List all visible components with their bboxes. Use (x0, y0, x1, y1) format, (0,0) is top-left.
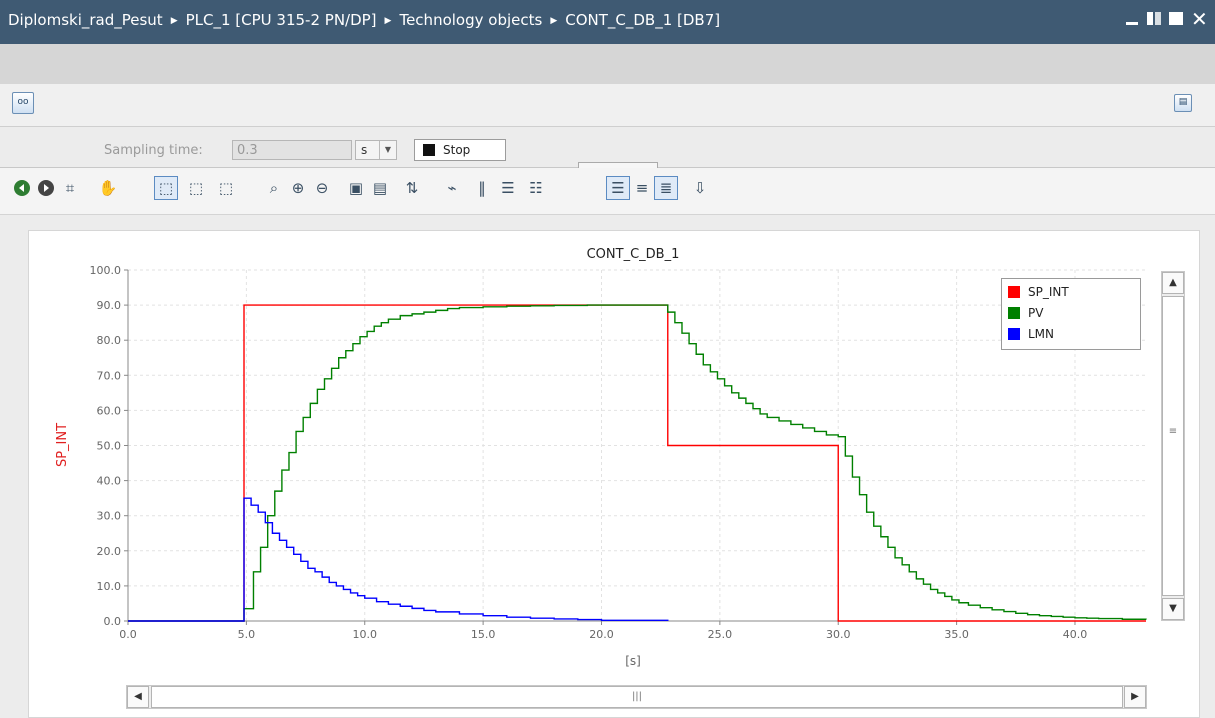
x-axis-label: [s] (625, 654, 641, 668)
chevron-down-icon: ▼ (379, 141, 396, 159)
chart-legend: SP_INT PV LMN (1001, 278, 1141, 350)
legend-list-icon[interactable]: ☰ (606, 176, 630, 200)
stop-square-icon (423, 144, 435, 156)
x-tick-label: 10.0 (352, 628, 377, 641)
chart-series (128, 304, 1147, 622)
export-icon[interactable]: ⇩ (693, 179, 707, 197)
chart-title: CONT_C_DB_1 (587, 247, 680, 262)
header-strip (0, 44, 1215, 85)
chevron-right-icon: ▶ (384, 16, 392, 26)
scroll-right-icon[interactable]: ▶ (1124, 686, 1146, 708)
y-tick-label: 90.0 (97, 299, 122, 312)
legend-label: PV (1028, 306, 1044, 320)
title-bar: Diplomski_rad_Pesut ▶ PLC_1 [CPU 315-2 PN/… (0, 0, 1215, 44)
zoom-y-icon[interactable]: ⬚ (218, 179, 234, 197)
vertical-scrollbar[interactable]: ▲ ≡ ▼ (1161, 271, 1185, 621)
window-controls: ✕ (1125, 7, 1208, 31)
y-tick-label: 60.0 (97, 404, 122, 417)
scroll-thumb-horizontal[interactable]: ||| (151, 686, 1123, 708)
glasses-monitor-icon[interactable]: oo (12, 92, 34, 114)
legend-swatch (1008, 328, 1020, 340)
breadcrumb-technology-objects[interactable]: Technology objects (399, 11, 543, 29)
y-tick-label: 70.0 (97, 369, 122, 382)
scale-icon[interactable]: ⇅ (405, 179, 419, 197)
signal-icon[interactable]: ⌁ (447, 179, 457, 197)
pan-icon[interactable]: ✋ (98, 179, 118, 197)
fit-icon[interactable]: ▣ (348, 179, 364, 197)
y-tick-label: 100.0 (90, 264, 122, 277)
tile-icon[interactable] (1147, 9, 1161, 29)
legend-label: LMN (1028, 327, 1055, 341)
cursor-h2-icon[interactable]: ☷ (529, 179, 543, 197)
scroll-thumb-vertical[interactable]: ≡ (1162, 296, 1184, 596)
zoom-100-icon[interactable]: ⌕ (269, 179, 279, 197)
legend-label: SP_INT (1028, 285, 1069, 299)
x-tick-label: 15.0 (471, 628, 496, 641)
breadcrumb-plc[interactable]: PLC_1 [CPU 315-2 PN/DP] (185, 11, 377, 29)
top-toolbar: oo ▤ (0, 84, 1215, 127)
legend-item[interactable]: SP_INT (1008, 284, 1069, 300)
fit-all-icon[interactable]: ▤ (372, 179, 388, 197)
sampling-unit-value: s (361, 143, 368, 157)
y-tick-label: 40.0 (97, 475, 122, 488)
series-line-sp-int (128, 304, 1146, 622)
cursor-h-icon[interactable]: ☰ (501, 179, 515, 197)
chevron-right-icon: ▶ (550, 16, 558, 26)
zoom-in-icon[interactable]: ⊕ (291, 179, 305, 197)
legend-left-icon[interactable]: ≡ (635, 179, 649, 197)
legend-swatch (1008, 307, 1020, 319)
x-tick-label: 5.0 (238, 628, 256, 641)
legend-right-icon[interactable]: ≣ (654, 176, 678, 200)
chart-axes: 0.0 10.0 20.0 30.0 40.0 50.0 60.0 70.0 80.0 90.0 1… (90, 264, 1146, 641)
breadcrumb-project[interactable]: Diplomski_rad_Pesut (8, 11, 163, 29)
y-tick-label: 10.0 (97, 580, 122, 593)
zoom-out-icon[interactable]: ⊖ (315, 179, 329, 197)
scroll-down-icon[interactable]: ▼ (1162, 598, 1184, 620)
horizontal-scrollbar[interactable]: ◀ ||| ▶ (126, 685, 1147, 709)
x-tick-label: 25.0 (708, 628, 733, 641)
chevron-right-icon: ▶ (170, 16, 178, 26)
legend-swatch (1008, 286, 1020, 298)
scroll-up-icon[interactable]: ▲ (1162, 272, 1184, 294)
y-tick-label: 30.0 (97, 510, 122, 523)
back-icon[interactable] (10, 176, 34, 200)
x-tick-label: 40.0 (1063, 628, 1088, 641)
sampling-time-label: Sampling time: (104, 143, 203, 158)
x-tick-label: 35.0 (944, 628, 969, 641)
series-line-lmn (128, 497, 669, 622)
cursor-v-icon[interactable]: ‖ (478, 179, 486, 197)
y-tick-label: 20.0 (97, 545, 122, 558)
zoom-box-icon[interactable]: ⬚ (154, 176, 178, 200)
scroll-left-icon[interactable]: ◀ (127, 686, 149, 708)
series-line-pv (128, 304, 1147, 622)
legend-item[interactable]: PV (1008, 305, 1043, 321)
breadcrumb: Diplomski_rad_Pesut ▶ PLC_1 [CPU 315-2 PN/… (8, 11, 720, 29)
splitter-handle[interactable] (578, 162, 658, 168)
x-tick-label: 30.0 (826, 628, 851, 641)
chart-grid (127, 269, 1146, 622)
snapshot-icon[interactable]: ⌗ (65, 179, 75, 197)
y-tick-label: 80.0 (97, 334, 122, 347)
y-tick-label: 0.0 (104, 615, 122, 628)
x-tick-label: 0.0 (119, 628, 137, 641)
sampling-row: Sampling time: 0.3 s ▼ Stop (0, 127, 1215, 168)
y-tick-label: 50.0 (97, 440, 122, 453)
legend-item[interactable]: LMN (1008, 326, 1054, 342)
stop-button-label: Stop (443, 143, 471, 157)
sampling-time-field[interactable]: 0.3 (232, 140, 352, 160)
y-axis-label: SP_INT (55, 423, 70, 467)
minimize-icon[interactable] (1125, 9, 1139, 29)
close-icon[interactable]: ✕ (1191, 7, 1208, 31)
stop-button[interactable]: Stop (414, 139, 506, 161)
breadcrumb-db[interactable]: CONT_C_DB_1 [DB7] (565, 11, 721, 29)
maximize-icon[interactable] (1169, 9, 1183, 29)
sampling-unit-select[interactable]: s ▼ (355, 140, 397, 160)
trend-toolbar: ⌗ ✋ ⬚ ⬚ ⬚ ⌕ ⊕ ⊖ ▣ ▤ ⇅ ⌁ ‖ ☰ ☷ ☰ ≡ ≣ ⇩ (0, 168, 1215, 215)
window-settings-icon[interactable]: ▤ (1174, 94, 1192, 112)
forward-icon[interactable] (34, 176, 58, 200)
zoom-x-icon[interactable]: ⬚ (188, 179, 204, 197)
x-tick-label: 20.0 (589, 628, 614, 641)
